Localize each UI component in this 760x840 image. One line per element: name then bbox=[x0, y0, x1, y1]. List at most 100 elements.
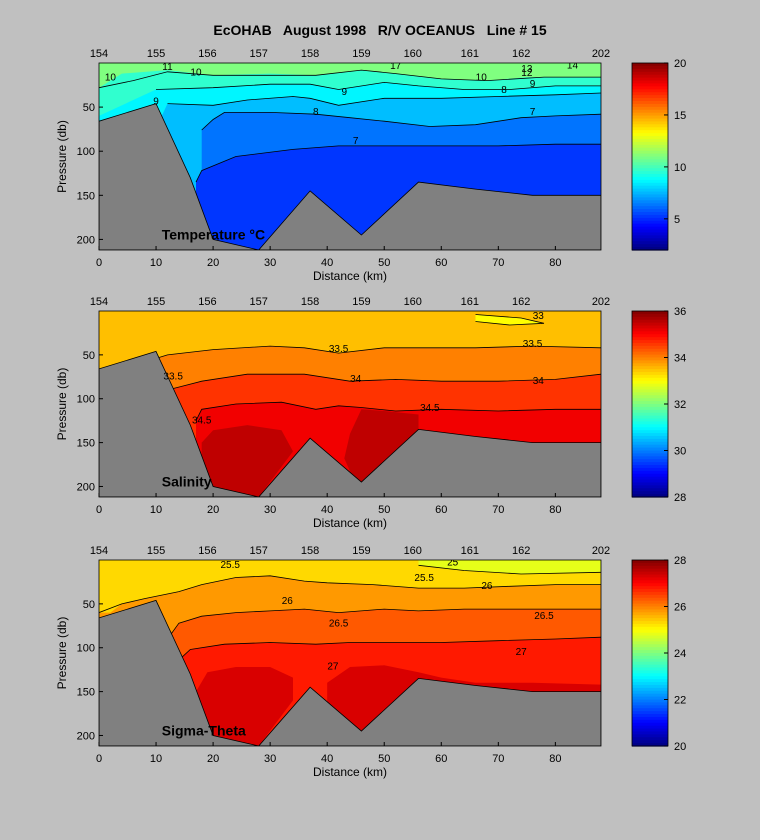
x-tick-label: 20 bbox=[207, 504, 219, 516]
colorbar-swatch bbox=[632, 363, 668, 367]
x-tick-label: 50 bbox=[378, 504, 390, 516]
colorbar-swatch bbox=[632, 342, 668, 347]
colorbar-swatch bbox=[632, 571, 668, 576]
station-label: 155 bbox=[147, 545, 165, 557]
colorbar-swatch bbox=[632, 479, 668, 484]
colorbar-swatch bbox=[632, 386, 668, 391]
colorbar-swatch bbox=[632, 699, 668, 704]
contour-label: 14 bbox=[567, 60, 579, 71]
colorbar-swatch bbox=[632, 345, 668, 350]
colorbar-swatch bbox=[632, 331, 668, 335]
colorbar-swatch bbox=[632, 203, 668, 207]
colorbar-tick-label: 22 bbox=[674, 695, 686, 707]
colorbar-swatch bbox=[632, 112, 668, 117]
contour-label: 34 bbox=[533, 376, 545, 387]
colorbar-swatch bbox=[632, 217, 668, 222]
colorbar-tick-label: 36 bbox=[674, 306, 686, 318]
contour-label: 34.5 bbox=[420, 403, 440, 414]
x-tick-label: 60 bbox=[435, 504, 447, 516]
colorbar-swatch bbox=[632, 684, 668, 689]
colorbar-swatch bbox=[632, 118, 668, 123]
contour-band bbox=[196, 667, 293, 746]
colorbar-swatch bbox=[632, 100, 668, 105]
contour-label: 10 bbox=[476, 73, 488, 84]
station-label: 156 bbox=[198, 296, 216, 308]
x-tick-label: 60 bbox=[435, 753, 447, 765]
colorbar-swatch bbox=[632, 127, 668, 131]
contour-label: 9 bbox=[153, 96, 159, 107]
colorbar-swatch bbox=[632, 650, 668, 654]
contour-label: 8 bbox=[501, 85, 507, 96]
colorbar-swatch bbox=[632, 725, 668, 730]
y-tick-label: 150 bbox=[77, 687, 95, 699]
colorbar-swatch bbox=[632, 354, 668, 359]
station-label: 202 bbox=[592, 48, 610, 60]
colorbar-swatch bbox=[632, 618, 668, 622]
contour-label: 34.5 bbox=[192, 415, 212, 426]
station-label: 202 bbox=[592, 545, 610, 557]
y-tick-label: 100 bbox=[77, 643, 95, 655]
x-tick-label: 50 bbox=[378, 257, 390, 269]
station-label: 159 bbox=[352, 48, 370, 60]
colorbar-swatch bbox=[632, 658, 668, 663]
contour-label: 34 bbox=[350, 374, 362, 385]
contour-label: 10 bbox=[105, 73, 117, 84]
colorbar-swatch bbox=[632, 562, 668, 567]
colorbar-tick-label: 5 bbox=[674, 214, 680, 226]
colorbar-swatch bbox=[632, 450, 668, 455]
colorbar-swatch bbox=[632, 325, 668, 330]
colorbar-swatch bbox=[632, 412, 668, 417]
colorbar-swatch bbox=[632, 456, 668, 460]
colorbar-swatch bbox=[632, 357, 668, 362]
colorbar-swatch bbox=[632, 485, 668, 489]
colorbar-frame bbox=[631, 62, 669, 251]
x-tick-label: 20 bbox=[207, 257, 219, 269]
colorbar-swatch bbox=[632, 232, 668, 236]
contour-label: 13 bbox=[521, 64, 533, 75]
contour-label: 8 bbox=[313, 107, 319, 118]
colorbar-swatch bbox=[632, 77, 668, 82]
colorbar-swatch bbox=[632, 586, 668, 590]
colorbar-swatch bbox=[632, 580, 668, 584]
colorbar-swatch bbox=[632, 168, 668, 172]
x-tick-label: 30 bbox=[264, 753, 276, 765]
station-label: 154 bbox=[90, 545, 108, 557]
colorbar-swatch bbox=[632, 383, 668, 388]
colorbar-swatch bbox=[632, 673, 668, 677]
colorbar-swatch bbox=[632, 716, 668, 721]
contour-line bbox=[121, 345, 601, 370]
contour-label: 11 bbox=[162, 62, 173, 73]
panel-2: 33 33.5 33.5 34 34 34.5 33.5 34.5 Salinity 154 155… bbox=[55, 296, 686, 530]
colorbar-swatch bbox=[632, 661, 668, 666]
contour-line bbox=[167, 373, 601, 391]
colorbar-swatch bbox=[632, 65, 668, 70]
colorbar-swatch bbox=[632, 690, 668, 695]
colorbar-swatch bbox=[632, 409, 668, 414]
y-tick-label: 50 bbox=[83, 102, 95, 114]
y-tick-label: 150 bbox=[77, 190, 95, 202]
colorbar-tick-label: 26 bbox=[674, 602, 686, 614]
colorbar: 28 30 32 34 36 bbox=[631, 306, 686, 504]
colorbar-swatch bbox=[632, 124, 668, 128]
colorbar-swatch bbox=[632, 679, 668, 683]
colorbar-swatch bbox=[632, 421, 668, 425]
colorbar-swatch bbox=[632, 89, 668, 93]
colorbar-swatch bbox=[632, 319, 668, 324]
colorbar-swatch bbox=[632, 165, 668, 169]
contour-label: 17 bbox=[390, 61, 402, 72]
x-tick-label: 70 bbox=[492, 504, 504, 516]
contour-line bbox=[167, 92, 601, 106]
figure-title: EcOHAB August 1998 R/V OCEANUS Line # 15 bbox=[213, 22, 547, 38]
colorbar-swatch bbox=[632, 80, 668, 85]
station-label: 155 bbox=[147, 48, 165, 60]
colorbar-swatch bbox=[632, 470, 668, 475]
contour-label: 25.5 bbox=[220, 560, 240, 571]
colorbar-swatch bbox=[632, 565, 668, 570]
colorbar-swatch bbox=[632, 179, 668, 184]
colorbar-tick-label: 20 bbox=[674, 741, 686, 753]
colorbar-swatch bbox=[632, 334, 668, 338]
x-axis-label: Distance (km) bbox=[313, 765, 387, 779]
station-label: 202 bbox=[592, 296, 610, 308]
colorbar-swatch bbox=[632, 653, 668, 657]
colorbar-swatch bbox=[632, 418, 668, 423]
